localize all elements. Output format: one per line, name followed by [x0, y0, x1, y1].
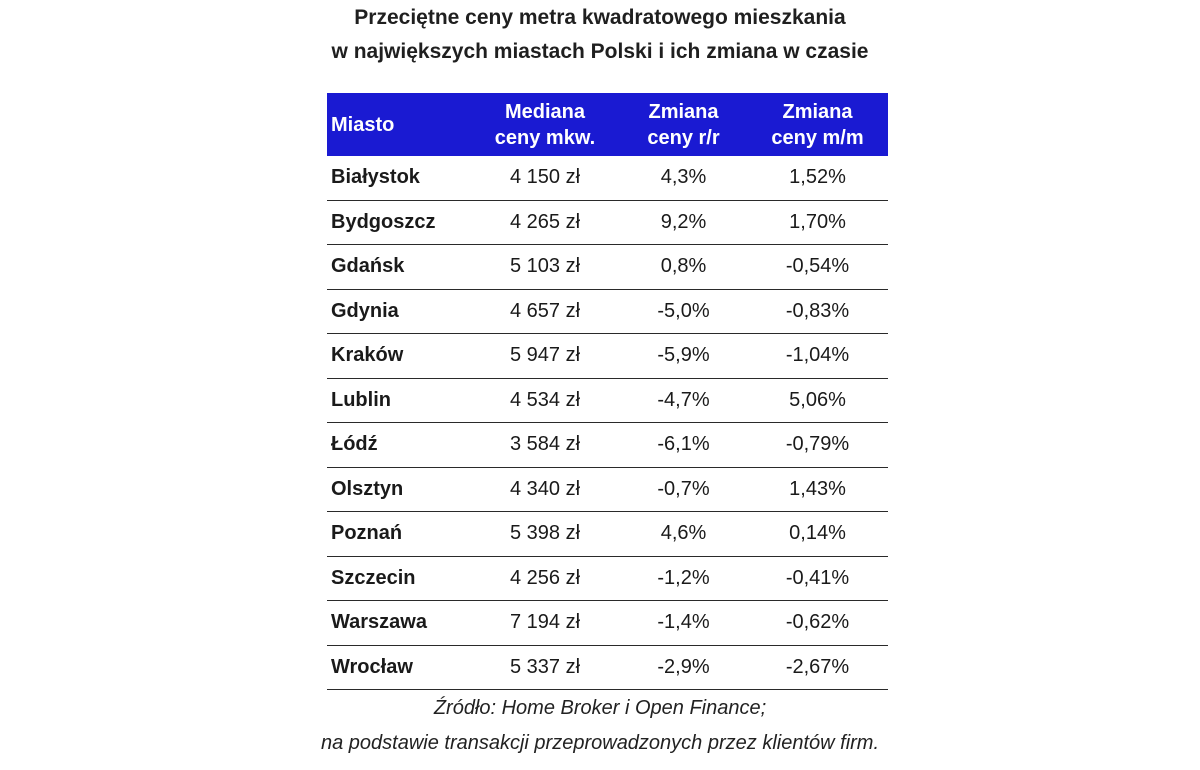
- header-yoy-line-2: ceny r/r: [647, 126, 720, 149]
- table-row: Gdynia 4 657 zł -5,0% -0,83%: [327, 290, 888, 334]
- cell-change-yoy: -5,9%: [657, 344, 710, 367]
- table-row: Białystok 4 150 zł 4,3% 1,52%: [327, 156, 888, 201]
- cell-change-mom: -0,54%: [785, 255, 850, 278]
- header-mom-line-2: ceny m/m: [771, 126, 864, 149]
- cell-city: Warszawa: [331, 611, 427, 634]
- table-body: Białystok 4 150 zł 4,3% 1,52% Bydgoszcz 4 265…: [327, 156, 888, 690]
- header-median-line-2: ceny mkw.: [494, 126, 596, 149]
- table-row: Poznań 5 398 zł 4,6% 0,14%: [327, 512, 888, 557]
- cell-change-yoy: 0,8%: [660, 255, 707, 278]
- cell-change-yoy: -5,0%: [657, 299, 710, 322]
- cell-change-yoy: -2,9%: [657, 655, 710, 678]
- cell-change-yoy: 9,2%: [660, 210, 707, 233]
- cell-city: Kraków: [331, 344, 404, 367]
- cell-median-price: 3 584 zł: [509, 433, 581, 456]
- header-city-label: Miasto: [331, 113, 395, 136]
- cell-city: Gdańsk: [331, 255, 405, 278]
- cell-change-mom: -0,41%: [785, 566, 850, 589]
- cell-change-mom: 0,14%: [789, 522, 846, 545]
- table-row: Kraków 5 947 zł -5,9% -1,04%: [327, 334, 888, 379]
- cell-median-price: 4 534 zł: [509, 388, 581, 411]
- table-row: Warszawa 7 194 zł -1,4% -0,62%: [327, 601, 888, 646]
- table-row: Wrocław 5 337 zł -2,9% -2,67%: [327, 646, 888, 690]
- cell-city: Poznań: [331, 522, 403, 545]
- cell-change-yoy: -6,1%: [657, 433, 710, 456]
- cell-change-yoy: -0,7%: [657, 477, 710, 500]
- cell-city: Gdynia: [331, 299, 399, 322]
- cell-median-price: 5 947 zł: [509, 344, 581, 367]
- source-note-line-2: na podstawie transakcji przeprowadzonych…: [320, 732, 880, 754]
- table-title-line-1: Przeciętne ceny metra kwadratowego miesz…: [354, 6, 846, 29]
- header-median: Mediana ceny mkw.: [470, 93, 620, 156]
- header-mom-line-1: Zmiana: [782, 100, 853, 123]
- cell-median-price: 5 337 zł: [509, 655, 581, 678]
- cell-median-price: 4 657 zł: [509, 299, 581, 322]
- cell-change-mom: -2,67%: [785, 655, 850, 678]
- cell-change-yoy: -1,4%: [657, 611, 710, 634]
- table-header: Miasto Mediana ceny mkw. Zmiana ceny r/r…: [327, 93, 888, 156]
- cell-median-price: 7 194 zł: [509, 611, 581, 634]
- cell-city: Szczecin: [331, 566, 416, 589]
- cell-median-price: 4 340 zł: [509, 477, 581, 500]
- header-median-line-1: Mediana: [504, 100, 586, 123]
- cell-change-mom: 1,52%: [789, 166, 846, 189]
- table-title-line-2: w największych miastach Polski i ich zmi…: [331, 40, 869, 63]
- header-yoy: Zmiana ceny r/r: [620, 93, 747, 156]
- cell-median-price: 4 265 zł: [509, 210, 581, 233]
- cell-city: Wrocław: [331, 655, 413, 678]
- table-row: Gdańsk 5 103 zł 0,8% -0,54%: [327, 245, 888, 290]
- cell-city: Bydgoszcz: [331, 210, 436, 233]
- table-row: Łódź 3 584 zł -6,1% -0,79%: [327, 423, 888, 468]
- cell-change-yoy: -4,7%: [657, 388, 710, 411]
- source-note-line-1: Źródło: Home Broker i Open Finance;: [433, 697, 767, 719]
- cell-change-mom: -0,62%: [785, 611, 850, 634]
- cell-change-mom: -0,79%: [785, 433, 850, 456]
- table-row: Bydgoszcz 4 265 zł 9,2% 1,70%: [327, 201, 888, 245]
- header-mom: Zmiana ceny m/m: [747, 93, 888, 156]
- cell-median-price: 5 103 zł: [509, 255, 581, 278]
- header-yoy-line-1: Zmiana: [648, 100, 719, 123]
- cell-city: Olsztyn: [331, 477, 404, 500]
- table-row: Szczecin 4 256 zł -1,2% -0,41%: [327, 557, 888, 601]
- cell-median-price: 4 256 zł: [509, 566, 581, 589]
- table-row: Olsztyn 4 340 zł -0,7% 1,43%: [327, 468, 888, 512]
- price-table: Miasto Mediana ceny mkw. Zmiana ceny r/r…: [327, 93, 888, 690]
- cell-change-mom: 1,43%: [789, 477, 846, 500]
- cell-change-mom: -0,83%: [785, 299, 850, 322]
- header-city: Miasto: [327, 93, 470, 156]
- table-row: Lublin 4 534 zł -4,7% 5,06%: [327, 379, 888, 423]
- cell-change-mom: 5,06%: [789, 388, 846, 411]
- cell-change-yoy: -1,2%: [657, 566, 710, 589]
- cell-city: Łódź: [331, 433, 378, 456]
- cell-city: Lublin: [331, 388, 391, 411]
- cell-city: Białystok: [331, 166, 420, 189]
- cell-change-yoy: 4,6%: [660, 522, 707, 545]
- cell-change-mom: -1,04%: [785, 344, 850, 367]
- cell-median-price: 4 150 zł: [509, 166, 581, 189]
- cell-change-mom: 1,70%: [789, 210, 846, 233]
- cell-median-price: 5 398 zł: [509, 522, 581, 545]
- cell-change-yoy: 4,3%: [660, 166, 707, 189]
